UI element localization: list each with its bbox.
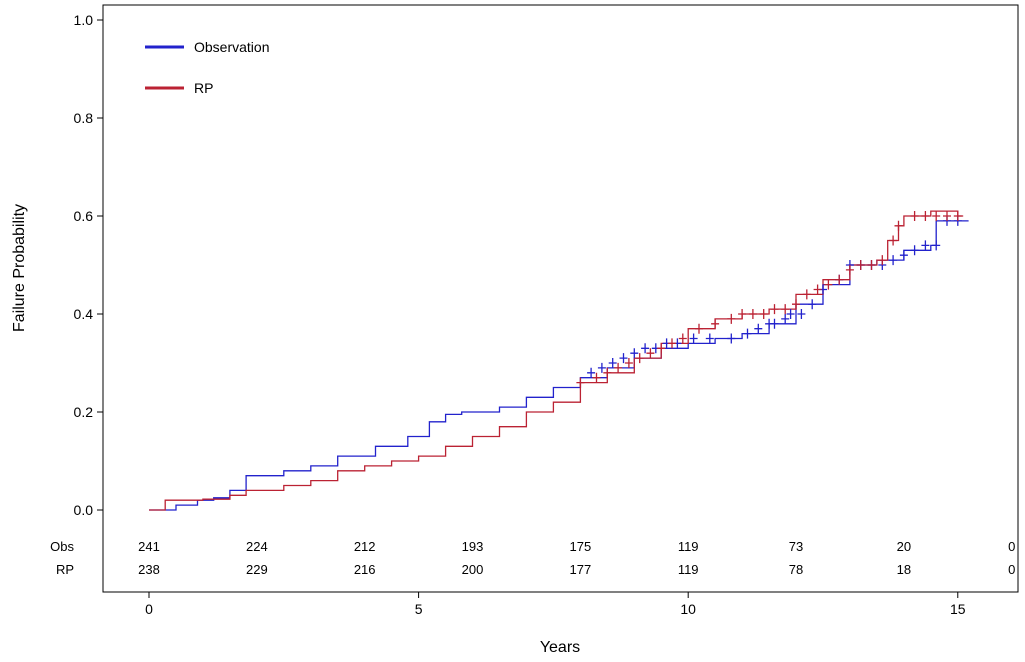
risk-count: 238 xyxy=(138,562,160,577)
censor-mark xyxy=(808,299,817,310)
risk-count: 224 xyxy=(246,539,268,554)
x-axis: 0 5 10 15 xyxy=(145,592,966,617)
censor-mark xyxy=(921,240,930,251)
censor-mark xyxy=(738,309,747,319)
risk-count: 119 xyxy=(678,562,699,577)
censor-mark xyxy=(910,245,919,256)
censor-mark xyxy=(587,367,596,378)
censor-mark xyxy=(781,313,790,324)
y-tick-label: 0.4 xyxy=(74,306,94,322)
censor-mark xyxy=(608,358,617,368)
censor-mark xyxy=(641,343,650,354)
censor-mark xyxy=(824,279,833,290)
x-tick-label: 0 xyxy=(145,601,153,617)
censor-mark xyxy=(932,240,941,251)
risk-count: 78 xyxy=(789,562,803,577)
censor-mark xyxy=(792,299,800,310)
censor-mark xyxy=(878,255,887,266)
censor-marks xyxy=(576,211,962,388)
risk-row-label: Obs xyxy=(50,539,74,554)
risk-count: 18 xyxy=(897,562,911,577)
censor-mark xyxy=(695,323,703,334)
censor-mark xyxy=(932,211,941,221)
risk-count: 193 xyxy=(462,539,484,554)
censor-mark xyxy=(727,313,736,324)
censor-mark xyxy=(781,304,790,315)
risk-count: 20 xyxy=(897,539,911,554)
censor-mark xyxy=(657,343,666,354)
legend-label-observation: Observation xyxy=(194,39,269,55)
censor-mark xyxy=(856,260,865,270)
y-tick-label: 0.6 xyxy=(74,208,94,224)
censor-mark xyxy=(835,274,844,285)
censor-mark xyxy=(899,250,908,261)
censor-mark xyxy=(894,220,903,231)
risk-count: 241 xyxy=(138,539,160,554)
risk-count: 175 xyxy=(569,539,591,554)
y-tick-label: 0.2 xyxy=(74,404,94,420)
x-tick-label: 15 xyxy=(950,601,966,617)
risk-count: 119 xyxy=(678,539,699,554)
risk-count: 0 xyxy=(1008,539,1015,554)
x-tick-label: 5 xyxy=(415,601,423,617)
series-layer xyxy=(149,210,969,511)
censor-mark xyxy=(813,284,822,295)
censor-mark xyxy=(910,211,919,221)
risk-count: 216 xyxy=(354,562,376,577)
censor-mark xyxy=(921,211,930,221)
censor-mark xyxy=(668,338,676,349)
censor-mark xyxy=(889,255,898,266)
censor-mark xyxy=(802,289,811,300)
y-axis: 0.0 0.2 0.4 0.6 0.8 1.0 xyxy=(74,12,103,518)
censor-mark xyxy=(705,333,714,344)
censor-mark xyxy=(943,211,951,221)
censor-mark xyxy=(603,367,612,378)
risk-count: 73 xyxy=(789,539,803,554)
censor-mark xyxy=(597,362,606,373)
censor-mark xyxy=(743,328,752,339)
risk-count: 229 xyxy=(246,562,268,577)
risk-table: Obs 241 224 212 193 175 119 73 20 0RP 238 229 216 200… xyxy=(50,539,1015,577)
y-tick-label: 0.0 xyxy=(74,502,94,518)
plot-frame xyxy=(102,4,1019,593)
censor-mark xyxy=(635,353,644,364)
censor-mark xyxy=(953,211,962,221)
risk-count: 0 xyxy=(1008,562,1015,577)
censor-mark xyxy=(689,333,698,344)
censor-mark xyxy=(678,333,687,344)
x-tick-label: 10 xyxy=(680,601,696,617)
censor-mark xyxy=(630,348,639,359)
censor-mark xyxy=(576,377,585,388)
censor-mark xyxy=(614,362,623,373)
risk-count: 177 xyxy=(569,562,591,577)
censor-mark xyxy=(619,353,628,364)
series-line-rp xyxy=(149,210,964,511)
censor-mark xyxy=(624,358,633,368)
legend: Observation RP xyxy=(145,39,269,96)
censor-mark xyxy=(646,348,655,359)
censor-mark xyxy=(592,372,601,383)
risk-count: 212 xyxy=(354,539,376,554)
censor-mark xyxy=(727,333,736,344)
censor-mark xyxy=(759,309,768,319)
x-axis-title: Years xyxy=(540,639,580,656)
censor-mark xyxy=(797,309,806,319)
legend-label-rp: RP xyxy=(194,80,213,96)
censor-mark xyxy=(770,318,779,329)
risk-row-label: RP xyxy=(56,562,74,577)
risk-count: 200 xyxy=(462,562,484,577)
y-tick-label: 1.0 xyxy=(74,12,94,28)
censor-mark xyxy=(889,235,898,246)
series-line-observation xyxy=(149,220,969,511)
censor-mark xyxy=(748,309,757,319)
censor-mark xyxy=(711,318,720,329)
y-axis-title: Failure Probability xyxy=(11,204,28,332)
censor-mark xyxy=(770,304,779,315)
censor-mark xyxy=(845,264,854,275)
censor-mark xyxy=(754,323,763,334)
y-tick-label: 0.8 xyxy=(74,110,94,126)
censor-mark xyxy=(867,260,876,270)
censor-mark xyxy=(786,309,795,319)
